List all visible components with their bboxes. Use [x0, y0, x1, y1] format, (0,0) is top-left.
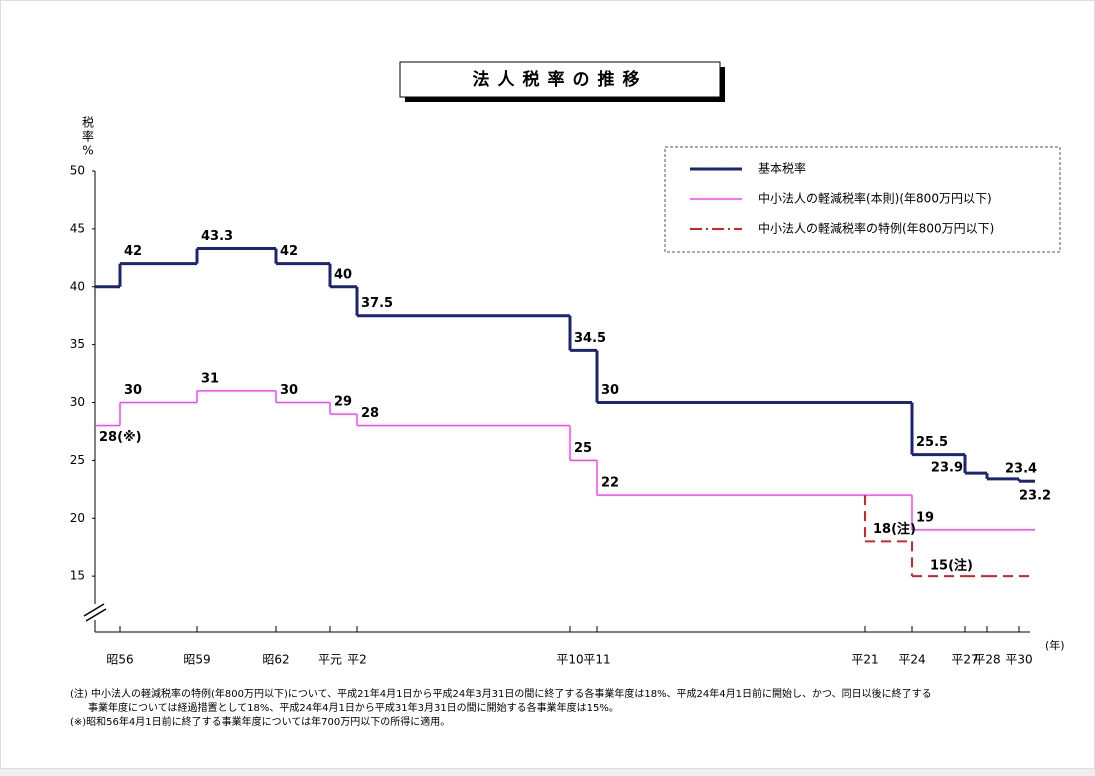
data-label: 30 [601, 383, 619, 398]
data-label: 18(注) [873, 521, 916, 537]
data-label: 37.5 [361, 296, 393, 311]
x-tick-label: 昭56 [106, 653, 133, 667]
y-axis-label: 税 [82, 116, 94, 130]
y-tick-label: 15 [70, 569, 85, 583]
axis-break [85, 608, 107, 622]
data-label: 23.9 [931, 461, 963, 476]
x-unit: (年) [1045, 638, 1065, 652]
legend-label: 基本税率 [758, 161, 806, 176]
data-label: 15(注) [930, 558, 973, 574]
data-label: 31 [201, 371, 219, 386]
y-tick-label: 45 [70, 221, 85, 235]
chart-title: 法人税率の推移 [473, 69, 648, 90]
data-label: 28 [361, 406, 379, 421]
data-label: 34.5 [574, 331, 606, 346]
x-tick-label: 平21 [851, 653, 878, 667]
data-label: 25.5 [916, 435, 948, 450]
x-tick-label: 平28 [973, 653, 1000, 667]
y-tick-label: 40 [70, 279, 85, 293]
data-label: 43.3 [201, 229, 233, 244]
x-tick-label: 平元 [318, 653, 342, 667]
data-label: 23.4 [1005, 461, 1037, 476]
y-tick-label: 20 [70, 511, 85, 525]
x-tick-label: 平24 [898, 653, 925, 667]
data-label: 42 [280, 244, 298, 259]
x-tick-label: 平10 [556, 653, 583, 667]
x-tick-label: 昭62 [262, 653, 289, 667]
y-tick-label: 25 [70, 453, 85, 467]
axis-break-bg [84, 604, 106, 620]
data-label: 29 [334, 395, 352, 410]
legend-label: 中小法人の軽減税率(本則)(年800万円以下) [758, 191, 992, 206]
y-tick-label: 50 [70, 164, 85, 178]
data-label: 22 [601, 476, 619, 491]
y-tick-label: 35 [70, 337, 85, 351]
x-tick-label: 平2 [347, 653, 367, 667]
note: (※)昭和56年4月1日前に終了する事業年度については年700万円以下の所得に適… [70, 715, 450, 728]
y-axis-label: % [82, 144, 93, 158]
y-axis-label: 率 [82, 129, 94, 144]
y-tick-label: 30 [70, 395, 85, 409]
data-label: 42 [124, 244, 142, 259]
data-label: 40 [334, 267, 352, 282]
data-label: 25 [574, 441, 592, 456]
axis-break [83, 603, 105, 617]
title-box [399, 61, 721, 98]
x-tick-label: 平11 [583, 653, 610, 667]
x-tick-label: 平30 [1005, 653, 1032, 667]
bottom-band [0, 769, 1095, 776]
note: (注) 中小法人の軽減税率の特例(年800万円以下)について、平成21年4月1日… [70, 687, 932, 700]
x-tick-label: 昭59 [183, 653, 210, 667]
legend-label: 中小法人の軽減税率の特例(年800万円以下) [758, 221, 994, 236]
data-label: 28(※) [99, 430, 142, 445]
note: 事業年度については経過措置として18%、平成24年4月1日から平成31年3月31… [88, 701, 619, 714]
x-tick-label: 平27 [951, 653, 978, 667]
data-label: 19 [916, 510, 934, 525]
data-label: 30 [124, 383, 142, 398]
data-label: 30 [280, 383, 298, 398]
data-label: 23.2 [1019, 489, 1051, 504]
legend-box [664, 146, 1061, 253]
